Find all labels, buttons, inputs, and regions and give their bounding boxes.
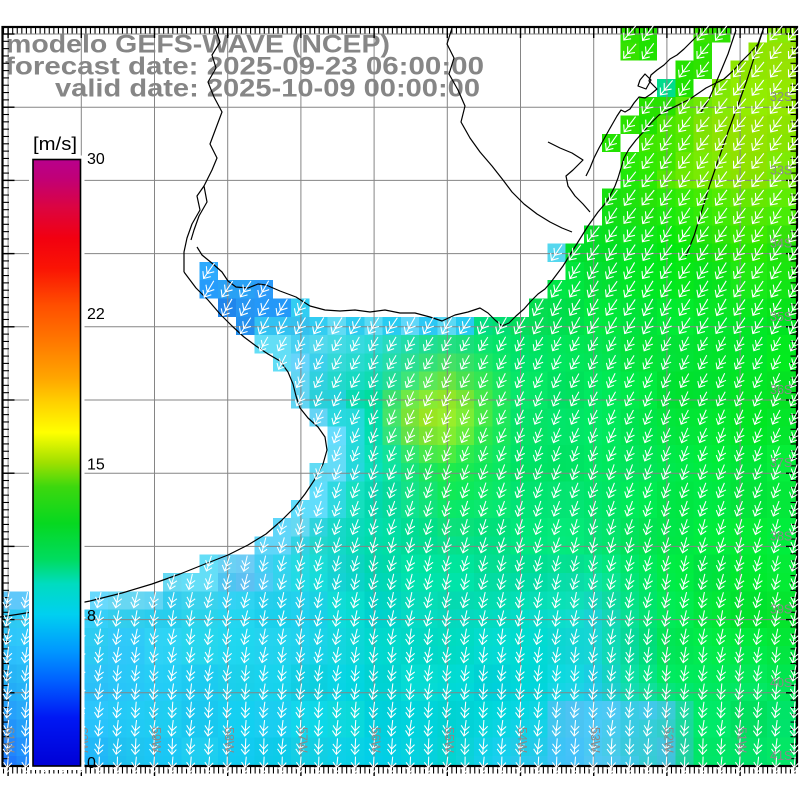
svg-text:35S: 35S: [770, 310, 792, 324]
svg-text:8: 8: [87, 608, 96, 625]
svg-text:33S: 33S: [770, 163, 792, 177]
svg-text:52W: 52W: [661, 727, 675, 753]
svg-text:53W: 53W: [588, 727, 602, 753]
svg-text:58W: 58W: [222, 727, 236, 753]
svg-text:56W: 56W: [369, 727, 383, 753]
svg-text:32S: 32S: [770, 90, 792, 104]
svg-text:forecast date: 2025-09-23 06:0: forecast date: 2025-09-23 06:00:00: [5, 53, 484, 81]
svg-text:57W: 57W: [295, 727, 309, 753]
svg-text:36S: 36S: [770, 383, 792, 397]
svg-text:59W: 59W: [149, 727, 163, 753]
svg-text:54W: 54W: [515, 727, 529, 753]
svg-text:22: 22: [87, 306, 105, 323]
svg-text:15: 15: [87, 457, 105, 474]
svg-text:30: 30: [87, 151, 105, 168]
svg-text:61W: 61W: [3, 727, 17, 753]
svg-text:34S: 34S: [770, 237, 792, 251]
svg-text:40S: 40S: [770, 676, 792, 690]
svg-text:41S: 41S: [770, 749, 792, 763]
svg-text:0: 0: [87, 755, 96, 772]
svg-text:37S: 37S: [770, 456, 792, 470]
svg-text:39S: 39S: [770, 603, 792, 617]
svg-text:55W: 55W: [442, 727, 456, 753]
svg-text:38S: 38S: [770, 529, 792, 543]
svg-text:51W: 51W: [735, 727, 749, 753]
svg-text:valid date: 2025-10-09 00:00:0: valid date: 2025-10-09 00:00:00: [55, 75, 480, 103]
svg-text:[m/s]: [m/s]: [33, 134, 77, 154]
svg-text:modelo GEFS-WAVE (NCEP): modelo GEFS-WAVE (NCEP): [6, 31, 390, 59]
